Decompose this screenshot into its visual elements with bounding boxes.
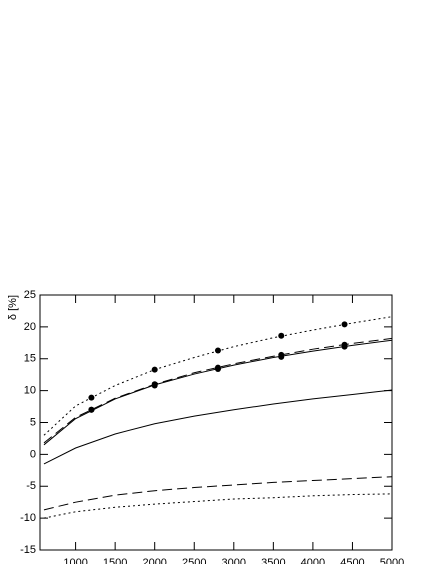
x-tick-label: 4500 bbox=[340, 557, 364, 564]
y-tick-label: 5 bbox=[30, 416, 36, 428]
curve bbox=[43, 339, 393, 446]
y-axis-label: δ [%] bbox=[7, 295, 19, 320]
x-tick-label: 5000 bbox=[380, 557, 404, 564]
plot-frame bbox=[39, 294, 393, 551]
curve bbox=[43, 316, 393, 436]
x-tick-label: 2500 bbox=[182, 557, 206, 564]
y-tick-label: -15 bbox=[20, 544, 36, 556]
data-point bbox=[341, 321, 348, 328]
x-tick-label: 3500 bbox=[261, 557, 285, 564]
y-tick-label: 0 bbox=[30, 448, 36, 460]
y-tick-label: 25 bbox=[24, 289, 36, 301]
y-tick-label: -5 bbox=[26, 480, 36, 492]
x-tick-label: 2000 bbox=[142, 557, 166, 564]
data-point bbox=[278, 332, 285, 339]
data-point bbox=[151, 382, 158, 389]
data-point bbox=[88, 406, 95, 413]
y-tick-label: 20 bbox=[24, 321, 36, 333]
curve bbox=[43, 337, 393, 444]
data-point bbox=[214, 365, 221, 372]
x-tick-label: 1000 bbox=[63, 557, 87, 564]
data-point bbox=[278, 353, 285, 360]
data-point bbox=[341, 343, 348, 350]
curve bbox=[43, 493, 393, 519]
data-point bbox=[151, 366, 158, 373]
x-tick-label: 1500 bbox=[103, 557, 127, 564]
x-tick-label: 3000 bbox=[222, 557, 246, 564]
x-tick-label: 4000 bbox=[301, 557, 325, 564]
data-point bbox=[214, 347, 221, 354]
curve bbox=[43, 476, 393, 511]
y-tick-label: -10 bbox=[20, 512, 36, 524]
data-point bbox=[88, 394, 95, 401]
y-tick-label: 15 bbox=[24, 353, 36, 365]
curve bbox=[43, 389, 393, 465]
y-tick-label: 10 bbox=[24, 385, 36, 397]
